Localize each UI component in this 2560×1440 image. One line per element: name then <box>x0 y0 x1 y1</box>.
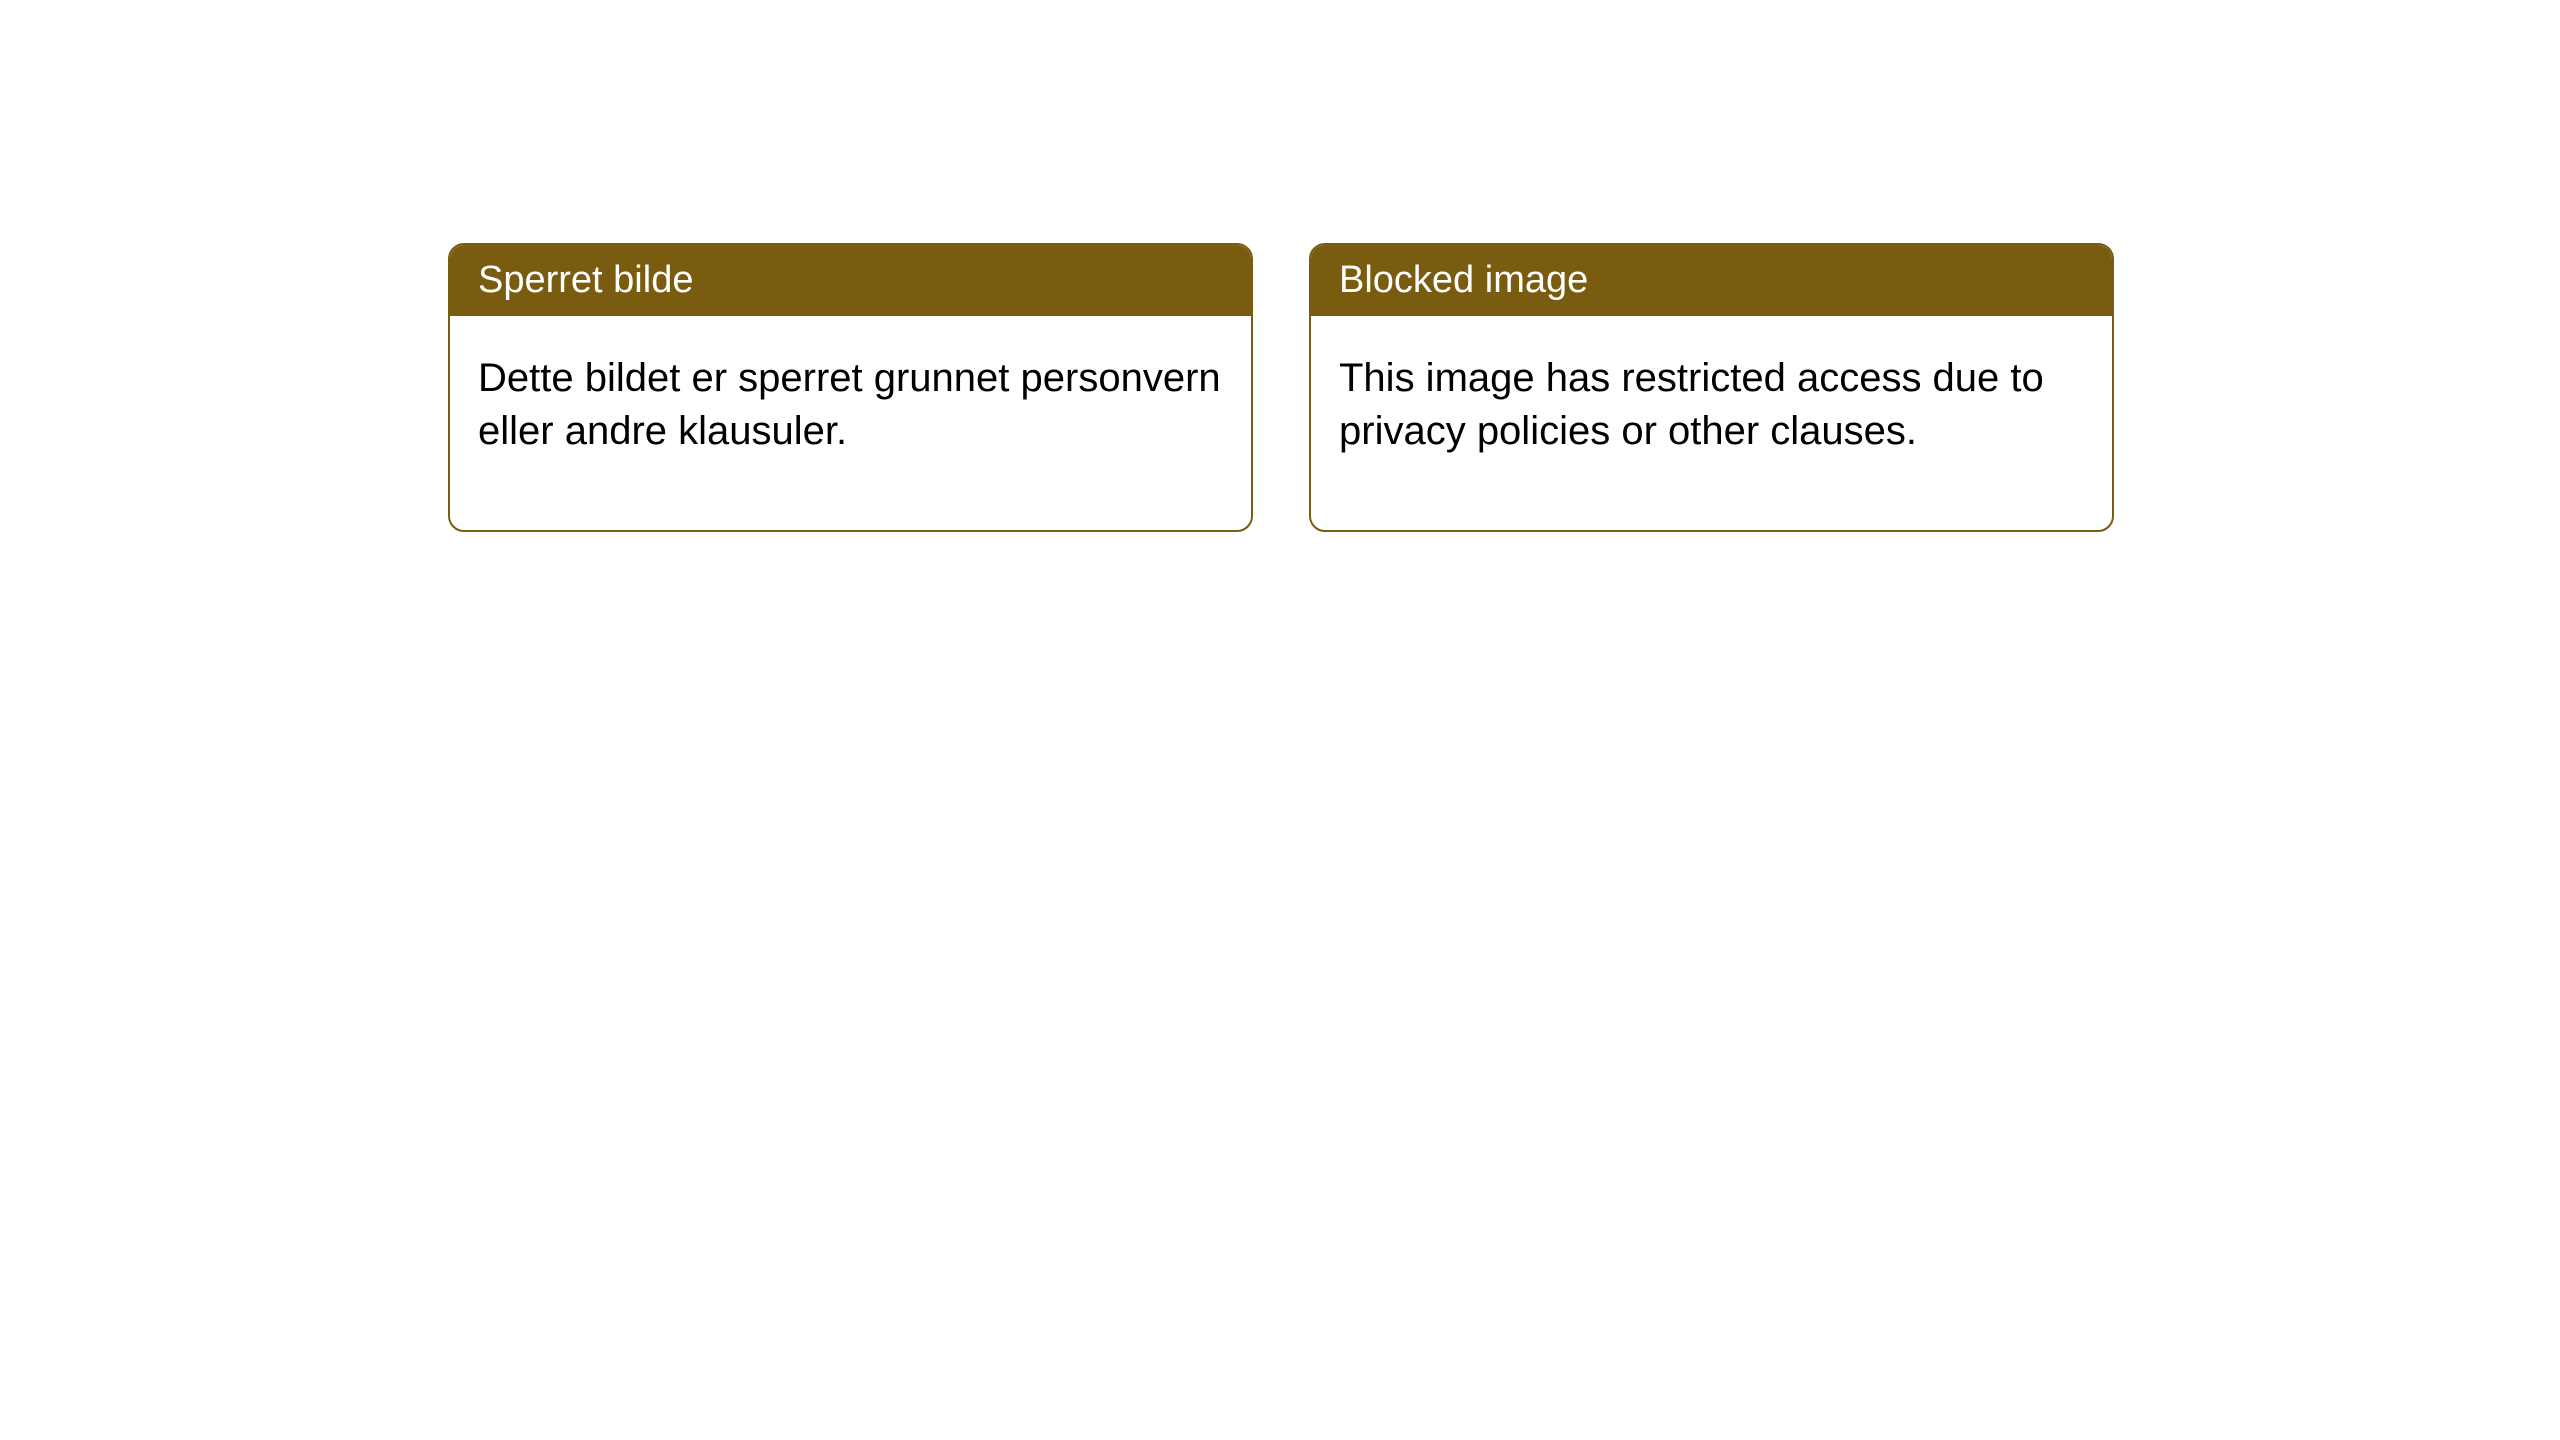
card-text-english: This image has restricted access due to … <box>1339 356 2044 453</box>
card-body-norwegian: Dette bildet er sperret grunnet personve… <box>450 316 1251 530</box>
card-body-english: This image has restricted access due to … <box>1311 316 2112 530</box>
notice-cards-container: Sperret bilde Dette bildet er sperret gr… <box>448 243 2114 532</box>
card-text-norwegian: Dette bildet er sperret grunnet personve… <box>478 356 1221 453</box>
card-title-english: Blocked image <box>1339 259 1588 301</box>
card-header-english: Blocked image <box>1311 245 2112 316</box>
card-title-norwegian: Sperret bilde <box>478 259 693 301</box>
blocked-image-card-english: Blocked image This image has restricted … <box>1309 243 2114 532</box>
card-header-norwegian: Sperret bilde <box>450 245 1251 316</box>
blocked-image-card-norwegian: Sperret bilde Dette bildet er sperret gr… <box>448 243 1253 532</box>
